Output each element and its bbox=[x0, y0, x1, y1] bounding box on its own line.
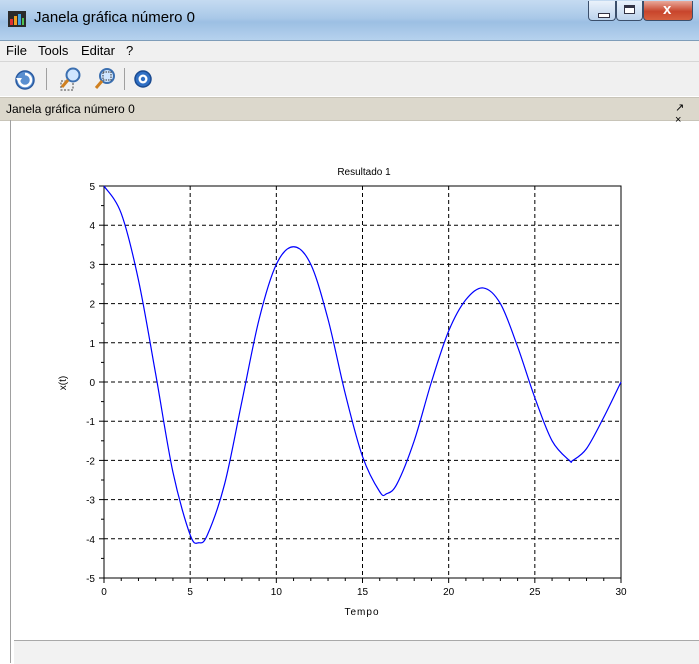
window-title: Janela gráfica número 0 bbox=[34, 9, 195, 26]
maximize-icon bbox=[624, 5, 635, 14]
y-axis-label: x(t) bbox=[58, 376, 69, 390]
menu-bar: File Tools Editar ? bbox=[0, 41, 699, 62]
x-tick-label: 30 bbox=[615, 587, 627, 598]
y-tick-label: 1 bbox=[89, 339, 95, 350]
toolbar-separator bbox=[46, 68, 47, 90]
series-line bbox=[103, 185, 622, 544]
y-tick-label: 3 bbox=[89, 260, 95, 271]
panel-title: Janela gráfica número 0 bbox=[6, 102, 135, 116]
app-icon bbox=[8, 11, 26, 27]
close-button[interactable]: x bbox=[643, 1, 693, 21]
zoom-icon[interactable] bbox=[58, 66, 84, 92]
x-tick-label: 15 bbox=[357, 587, 369, 598]
menu-file[interactable]: File bbox=[6, 43, 27, 58]
plot-canvas[interactable]: Resultado 1 0 5 10 15 20 25 30 -5 -4 -3 -2 -1 0 1 2 3 4 5… bbox=[0, 120, 699, 640]
x-axis-label: Tempo bbox=[344, 607, 379, 618]
menu-help[interactable]: ? bbox=[126, 43, 134, 58]
ticks: 0 5 10 15 20 25 30 -5 -4 -3 -2 -1 0 1 2 3 4 5 bbox=[86, 182, 627, 598]
y-tick-label: -1 bbox=[86, 417, 95, 428]
y-tick-label: -3 bbox=[86, 496, 95, 507]
toolbar bbox=[0, 62, 699, 96]
rotate-icon[interactable] bbox=[12, 66, 38, 92]
title-bar: Janela gráfica número 0 x bbox=[0, 0, 699, 41]
x-tick-label: 20 bbox=[443, 587, 455, 598]
close-icon: x bbox=[663, 1, 672, 18]
minimize-icon bbox=[598, 13, 610, 18]
panel-controls[interactable]: ↗ × bbox=[675, 102, 689, 126]
x-tick-label: 5 bbox=[187, 587, 193, 598]
x-tick-label: 10 bbox=[271, 587, 283, 598]
y-tick-label: 4 bbox=[89, 221, 95, 232]
y-tick-label: 5 bbox=[89, 182, 95, 193]
x-tick-label: 0 bbox=[101, 587, 107, 598]
y-tick-label: 0 bbox=[89, 378, 95, 389]
toolbar-separator bbox=[124, 68, 125, 90]
menu-tools[interactable]: Tools bbox=[38, 43, 69, 58]
panel-border bbox=[10, 120, 11, 663]
chart-title: Resultado 1 bbox=[337, 167, 391, 178]
y-tick-label: -5 bbox=[86, 574, 95, 585]
status-bar bbox=[14, 640, 699, 664]
help-icon[interactable] bbox=[130, 66, 156, 92]
menu-editar[interactable]: Editar bbox=[81, 43, 115, 58]
maximize-button[interactable] bbox=[616, 1, 643, 21]
x-tick-label: 25 bbox=[529, 587, 541, 598]
y-tick-label: -2 bbox=[86, 456, 95, 467]
series bbox=[103, 185, 622, 544]
unzoom-icon[interactable] bbox=[92, 66, 118, 92]
y-tick-label: 2 bbox=[89, 300, 95, 311]
grid bbox=[104, 186, 621, 578]
minimize-button[interactable] bbox=[588, 1, 616, 21]
y-tick-label: -4 bbox=[86, 535, 95, 546]
panel-header: Janela gráfica número 0 ↗ × bbox=[0, 97, 699, 126]
